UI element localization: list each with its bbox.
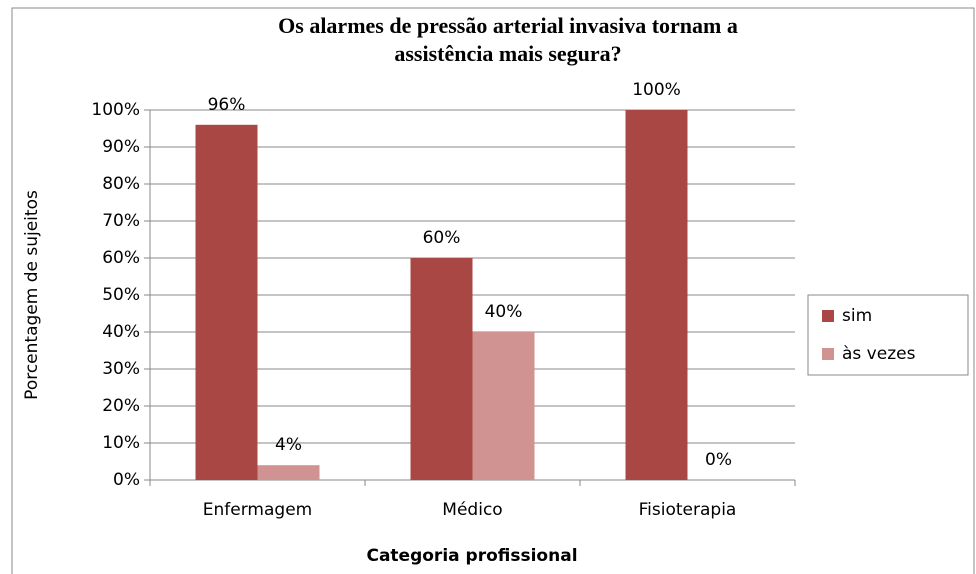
legend-swatch	[822, 348, 834, 360]
bar	[410, 258, 473, 480]
x-tick-label: Fisioterapia	[639, 500, 737, 520]
value-label: 4%	[275, 435, 302, 455]
y-tick-label: 30%	[102, 359, 140, 379]
x-tick-label: Médico	[442, 500, 502, 520]
legend-label: às vezes	[842, 344, 916, 364]
value-label: 96%	[208, 95, 246, 115]
value-label: 40%	[485, 302, 523, 322]
y-tick-label: 70%	[102, 211, 140, 231]
y-tick-label: 100%	[91, 100, 140, 120]
y-tick-label: 40%	[102, 322, 140, 342]
y-tick-label: 60%	[102, 248, 140, 268]
chart-title: Os alarmes de pressão arterial invasiva …	[278, 13, 738, 38]
value-label: 100%	[632, 80, 681, 100]
y-tick-label: 20%	[102, 396, 140, 416]
y-tick-label: 80%	[102, 174, 140, 194]
value-label: 0%	[705, 450, 732, 470]
y-tick-label: 10%	[102, 433, 140, 453]
y-tick-label: 90%	[102, 137, 140, 157]
bar	[625, 110, 688, 480]
value-label: 60%	[423, 228, 461, 248]
bar	[195, 124, 258, 481]
x-tick-label: Enfermagem	[203, 500, 312, 520]
bar	[472, 332, 535, 480]
legend	[807, 294, 969, 376]
y-tick-label: 0%	[113, 470, 140, 490]
chart-frame	[11, 7, 975, 574]
legend-swatch	[822, 310, 834, 322]
y-tick-label: 50%	[102, 285, 140, 305]
x-axis-label: Categoria profissional	[366, 546, 577, 566]
legend-label: sim	[842, 306, 872, 326]
chart-title: assistência mais segura?	[394, 41, 621, 66]
bar	[257, 465, 320, 480]
y-axis-label: Porcentagem de sujeitos	[22, 190, 42, 400]
